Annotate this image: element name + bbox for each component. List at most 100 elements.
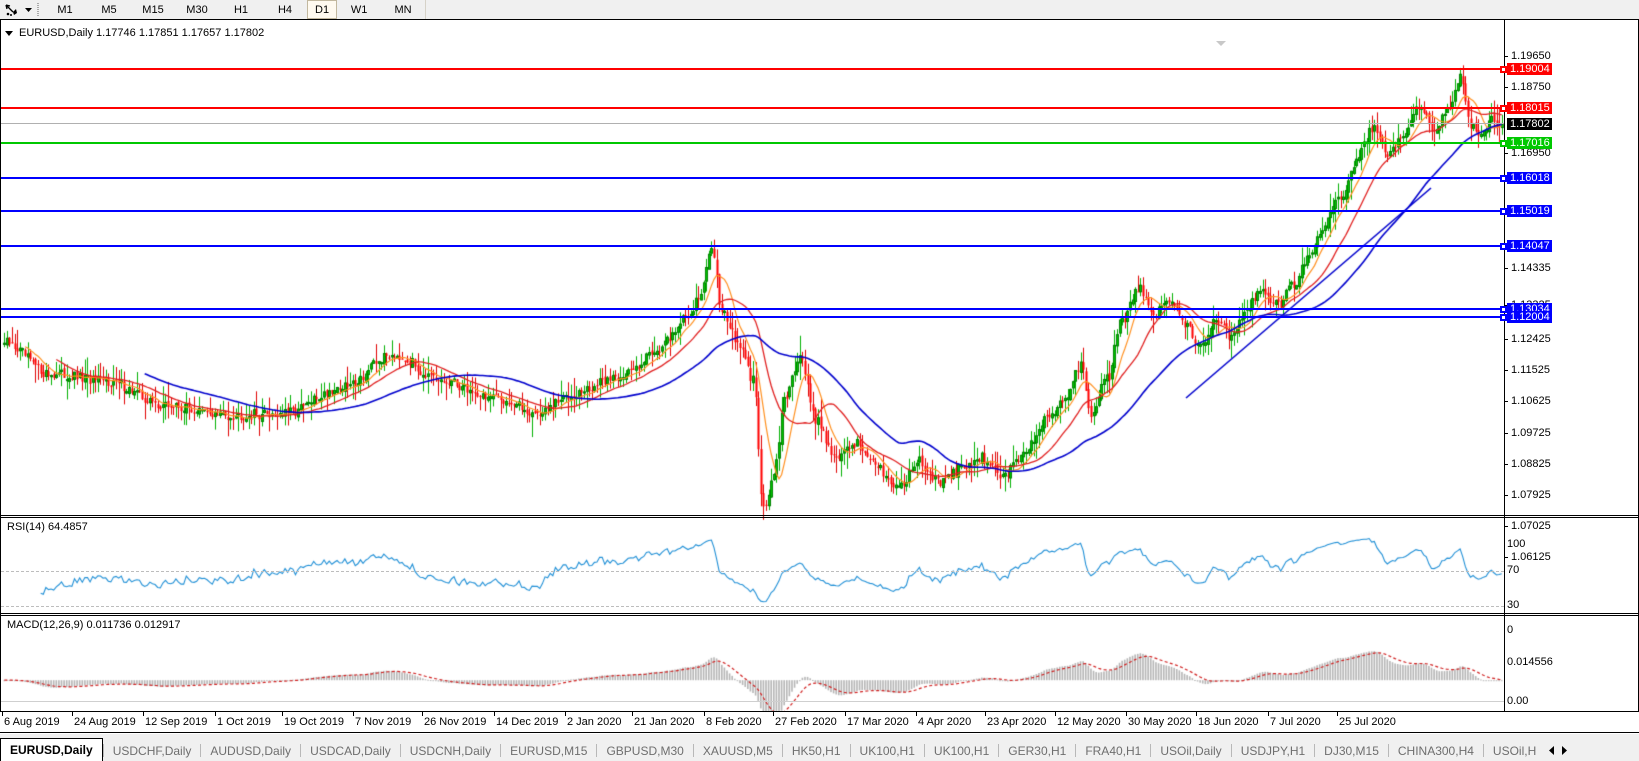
- pane-separator-macd[interactable]: [1, 613, 1639, 614]
- level-price-label[interactable]: 1.16018: [1507, 172, 1552, 184]
- price-tick-mark: [1504, 433, 1508, 434]
- price-tick-label: 1.11525: [1511, 364, 1550, 376]
- level-line[interactable]: [1, 177, 1504, 179]
- rsi-level-line: [1, 606, 1504, 607]
- price-tick-label: 1.14335: [1511, 262, 1551, 274]
- rsi-level-line: [1, 571, 1504, 572]
- date-axis-label: 1 Oct 2019: [217, 716, 271, 728]
- date-tick-mark: [494, 712, 495, 716]
- date-axis-label: 25 Jul 2020: [1339, 716, 1396, 728]
- level-line[interactable]: [1, 308, 1504, 310]
- top-toolbar: M1 M5 M15 M30 H1 H4 D1 W1 MN: [0, 0, 1639, 20]
- date-axis-label: 24 Aug 2019: [74, 716, 136, 728]
- level-price-label[interactable]: 1.19004: [1507, 63, 1552, 75]
- pane-separator-macd-2: [1, 615, 1639, 616]
- tab-divider: [1230, 744, 1232, 757]
- date-tick-mark: [632, 712, 633, 716]
- level-line-handle[interactable]: [1500, 208, 1507, 215]
- chart-tab-uk100-h1[interactable]: UK100,H1: [933, 743, 990, 758]
- timeframe-d1[interactable]: D1: [307, 0, 338, 19]
- macd-zero-line: [1, 701, 1504, 702]
- timeframe-h1[interactable]: H1: [233, 3, 249, 16]
- tab-divider: [923, 744, 925, 757]
- chart-area[interactable]: EURUSD,Daily 1.17746 1.17851 1.17657 1.1…: [0, 19, 1639, 738]
- rsi-tick-label: 70: [1507, 564, 1520, 576]
- level-line[interactable]: [1, 245, 1504, 247]
- date-axis-label: 6 Aug 2019: [4, 716, 60, 728]
- level-price-label[interactable]: 1.15019: [1507, 205, 1552, 217]
- level-line-handle[interactable]: [1500, 306, 1507, 313]
- date-axis-label: 12 Sep 2019: [145, 716, 208, 728]
- chart-tab-usdcad-daily[interactable]: USDCAD,Daily: [310, 743, 391, 758]
- chart-tab-eurusd-m15[interactable]: EURUSD,M15: [510, 743, 588, 758]
- chart-tab-usdjpy-h1[interactable]: USDJPY,H1: [1240, 743, 1306, 758]
- crosshair-pointer-icon[interactable]: [0, 1, 22, 18]
- date-axis-label: 30 May 2020: [1128, 716, 1192, 728]
- date-axis-label: 18 Jun 2020: [1198, 716, 1259, 728]
- toolbar-dropdown-icon[interactable]: [22, 1, 35, 18]
- chart-tab-uk100-h1[interactable]: UK100,H1: [859, 743, 915, 758]
- chart-tab-eurusd-daily[interactable]: EURUSD,Daily: [0, 738, 103, 761]
- level-line-handle[interactable]: [1500, 175, 1507, 182]
- level-line[interactable]: [1, 316, 1504, 318]
- macd-tick-label: 0.014556: [1507, 656, 1553, 668]
- chart-tab-china300-h4[interactable]: CHINA300,H4: [1397, 743, 1474, 758]
- drag-grip-icon: [37, 3, 39, 16]
- chart-tab-usoil-h[interactable]: USOil,H: [1492, 743, 1537, 758]
- timeframe-h4[interactable]: H4: [277, 3, 293, 16]
- date-tick-mark: [215, 712, 216, 716]
- chart-tab-fra40-h1[interactable]: FRA40,H1: [1085, 743, 1142, 758]
- chart-tab-gbpusd-m30[interactable]: GBPUSD,M30: [606, 743, 684, 758]
- chart-scroll-marker[interactable]: [1216, 41, 1226, 46]
- level-line-handle[interactable]: [1500, 243, 1507, 250]
- price-tick-mark: [1504, 305, 1508, 306]
- level-line-handle[interactable]: [1500, 314, 1507, 321]
- level-line-handle[interactable]: [1500, 140, 1507, 147]
- chart-tab-xauusd-m5[interactable]: XAUUSD,M5: [702, 743, 773, 758]
- price-tick-mark: [1504, 268, 1508, 269]
- level-line[interactable]: [1, 68, 1504, 70]
- date-tick-mark: [143, 712, 144, 716]
- chart-tab-usdcnh-daily[interactable]: USDCNH,Daily: [409, 743, 492, 758]
- date-tick-mark: [1337, 712, 1338, 716]
- tab-divider: [500, 744, 502, 757]
- date-tick-mark: [1196, 712, 1197, 716]
- chart-tab-dj30-m15[interactable]: DJ30,M15: [1324, 743, 1379, 758]
- pane-separator-rsi[interactable]: [1, 515, 1639, 516]
- triangle-down-icon[interactable]: [5, 30, 13, 36]
- level-price-label[interactable]: 1.17016: [1507, 137, 1552, 149]
- timeframe-m1[interactable]: M1: [57, 3, 73, 16]
- timeframe-w1[interactable]: W1: [350, 3, 368, 16]
- level-line[interactable]: [1, 210, 1504, 212]
- date-axis-label: 7 Nov 2019: [355, 716, 412, 728]
- chart-tab-hk50-h1[interactable]: HK50,H1: [791, 743, 841, 758]
- timeframe-m15[interactable]: M15: [142, 3, 164, 16]
- tab-prev-button[interactable]: [1545, 740, 1558, 761]
- date-axis-label: 7 Jul 2020: [1270, 716, 1321, 728]
- tab-next-button[interactable]: [1558, 740, 1571, 761]
- level-price-label[interactable]: 1.18015: [1507, 102, 1552, 114]
- level-line-handle[interactable]: [1500, 105, 1507, 112]
- date-tick-mark: [282, 712, 283, 716]
- level-price-label[interactable]: 1.14047: [1507, 240, 1552, 252]
- level-line[interactable]: [1, 142, 1504, 144]
- rsi-tick-label: 30: [1507, 599, 1520, 611]
- price-chart-canvas[interactable]: [1, 20, 1638, 711]
- date-axis[interactable]: 6 Aug 2019 24 Aug 2019 12 Sep 2019 1 Oct 20…: [0, 712, 1639, 733]
- price-tick-label: 1.07025: [1511, 520, 1551, 532]
- timeframe-m30[interactable]: M30: [186, 3, 208, 16]
- tab-divider: [102, 744, 104, 757]
- chart-tab-ger30-h1[interactable]: GER30,H1: [1008, 743, 1067, 758]
- timeframe-mn[interactable]: MN: [394, 3, 412, 16]
- price-tick-mark: [1504, 526, 1508, 527]
- tab-divider: [1075, 744, 1077, 757]
- level-line-handle[interactable]: [1500, 66, 1507, 73]
- current-price-line: [1, 123, 1504, 124]
- level-line[interactable]: [1, 107, 1504, 109]
- date-axis-label: 14 Dec 2019: [496, 716, 559, 728]
- chart-tab-usoil-daily[interactable]: USOil,Daily: [1160, 743, 1222, 758]
- level-price-label[interactable]: 1.12004: [1507, 311, 1552, 323]
- chart-tab-usdchf-daily[interactable]: USDCHF,Daily: [112, 743, 192, 758]
- chart-tab-audusd-daily[interactable]: AUDUSD,Daily: [210, 743, 292, 758]
- timeframe-m5[interactable]: M5: [101, 3, 117, 16]
